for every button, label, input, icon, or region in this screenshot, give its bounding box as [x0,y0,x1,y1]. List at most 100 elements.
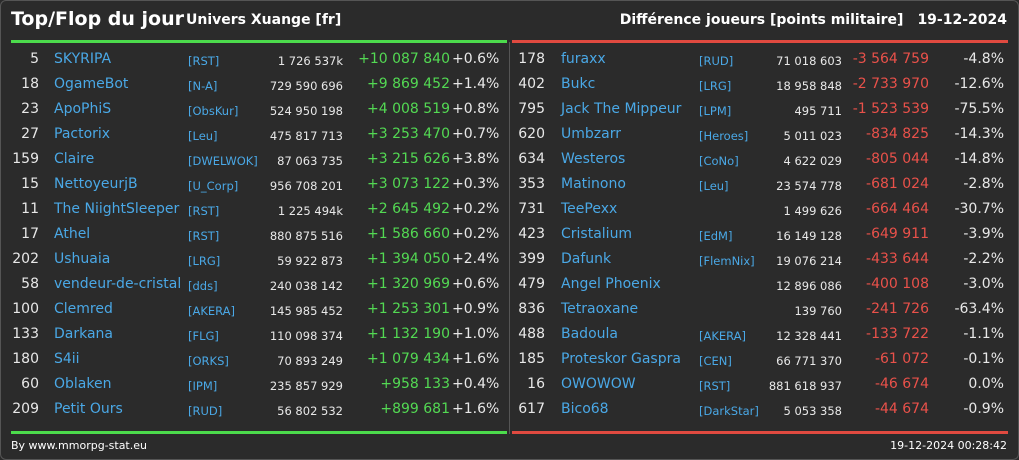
alliance-tag-link[interactable]: [CEN] [699,354,732,368]
points-difference: +4 008 519 [367,101,450,117]
player-name-link[interactable]: Bico68 [561,401,609,417]
alliance-tag-link[interactable]: [Leu] [188,129,218,143]
points-difference: +899 681 [380,401,450,417]
alliance-tag-link[interactable]: [EdM] [699,229,733,243]
player-rank: 27 [21,126,39,142]
alliance-tag-link[interactable]: [RUD] [699,54,734,68]
flop-row: 617 Bico68 [DarkStar] 5 053 358 -44 674 -0.9% [511,398,1019,423]
points-difference: -834 825 [866,126,929,142]
player-name-link[interactable]: Pactorix [54,126,111,142]
percent-change: +1.0% [452,326,500,342]
alliance-tag-link[interactable]: [RST] [188,229,220,243]
points-difference: +1 586 660 [367,226,450,242]
alliance-tag-link[interactable]: [DWELWOK] [188,154,258,168]
player-rank: 180 [12,351,39,367]
player-name-link[interactable]: OgameBot [54,76,129,92]
player-name-link[interactable]: vendeur-de-cristal [54,276,182,292]
player-name-link[interactable]: Westeros [561,151,626,167]
alliance-tag-link[interactable]: [RST] [188,54,220,68]
footer-timestamp: 19-12-2024 00:28:42 [890,439,1007,452]
percent-change: +0.3% [452,176,500,192]
flop-players-list: 178 furaxx [RUD] 71 018 603 -3 564 759 -4.8% 4… [511,48,1019,423]
percent-change: -3.9% [963,226,1004,242]
percent-change: +0.9% [452,301,500,317]
player-rank: 11 [21,201,39,217]
player-name-link[interactable]: Petit Ours [54,401,123,417]
player-name-link[interactable]: TeePexx [561,201,618,217]
top-row: 180 S4ii [ORKS] 70 893 249 +1 079 434 +1.6% [0,348,508,373]
alliance-tag-link[interactable]: [U_Corp] [188,179,239,193]
player-name-link[interactable]: Jack The Mippeur [561,101,682,117]
player-name-link[interactable]: Umbzarr [561,126,621,142]
alliance-tag-link[interactable]: [AKERA] [699,329,747,343]
player-name-link[interactable]: Bukc [561,76,596,92]
player-name-link[interactable]: Proteskor Gaspra [561,351,681,367]
player-name-link[interactable]: Dafunk [561,251,612,267]
percent-change: -12.6% [954,76,1004,92]
alliance-tag-link[interactable]: [Heroes] [699,129,749,143]
player-points: 56 802 532 [277,404,343,418]
player-name-link[interactable]: Oblaken [54,376,112,392]
player-points: 1 225 494k [277,204,343,218]
player-name-link[interactable]: ApoPhiS [54,101,112,117]
top-row: 159 Claire [DWELWOK] 87 063 735 +3 215 626 +3… [0,148,508,173]
player-name-link[interactable]: S4ii [54,351,80,367]
top-row: 202 Ushuaia [LRG] 59 922 873 +1 394 050 +2.4% [0,248,508,273]
player-rank: 185 [518,351,545,367]
alliance-tag-link[interactable]: [CoNo] [699,154,739,168]
player-name-link[interactable]: OWOWOW [561,376,636,392]
player-name-link[interactable]: Matinono [561,176,626,192]
player-name-link[interactable]: Clemred [54,301,113,317]
alliance-tag-link[interactable]: [Leu] [699,179,729,193]
flop-row: 620 Umbzarr [Heroes] 5 011 023 -834 825 -14.3… [511,123,1019,148]
alliance-tag-link[interactable]: [AKERA] [188,304,236,318]
top-row: 5 SKYRIPA [RST] 1 726 537k +10 087 840 +0.6% [0,48,508,73]
top-row: 11 The NiightSleeper [RST] 1 225 494k +2 645… [0,198,508,223]
flop-row: 399 Dafunk [FlemNix] 19 076 214 -433 644 -2.2… [511,248,1019,273]
player-points: 110 098 374 [269,329,343,343]
player-name-link[interactable]: Angel Phoenix [561,276,661,292]
alliance-tag-link[interactable]: [LPM] [699,104,732,118]
player-points: 5 053 358 [783,404,842,418]
points-difference: +10 087 840 [358,51,450,67]
alliance-tag-link[interactable]: [RUD] [188,404,223,418]
top-row: 18 OgameBot [N-A] 729 590 696 +9 869 452 +1.4… [0,73,508,98]
player-name-link[interactable]: Ushuaia [54,251,111,267]
alliance-tag-link[interactable]: [RST] [188,204,220,218]
alliance-tag-link[interactable]: [dds] [188,279,218,293]
alliance-tag-link[interactable]: [FLG] [188,329,219,343]
flop-row: 634 Westeros [CoNo] 4 622 029 -805 044 -14.8% [511,148,1019,173]
player-points: 495 711 [794,104,842,118]
player-points: 87 063 735 [277,154,343,168]
top-row: 23 ApoPhiS [ObsKur] 524 950 198 +4 008 519 +0… [0,98,508,123]
alliance-tag-link[interactable]: [LRG] [699,79,732,93]
alliance-tag-link[interactable]: [RST] [699,379,731,393]
percent-change: +2.4% [452,251,500,267]
alliance-tag-link[interactable]: [LRG] [188,254,221,268]
points-difference: -400 108 [866,276,929,292]
player-name-link[interactable]: Claire [54,151,95,167]
alliance-tag-link[interactable]: [ObsKur] [188,104,239,118]
player-name-link[interactable]: The NiightSleeper [54,201,180,217]
percent-change: -1.1% [963,326,1004,342]
flop-row: 185 Proteskor Gaspra [CEN] 66 771 370 -61 07… [511,348,1019,373]
player-name-link[interactable]: Athel [54,226,91,242]
player-rank: 60 [21,376,39,392]
alliance-tag-link[interactable]: [FlemNix] [699,254,755,268]
alliance-tag-link[interactable]: [DarkStar] [699,404,759,418]
alliance-tag-link[interactable]: [N-A] [188,79,218,93]
player-name-link[interactable]: furaxx [561,51,606,67]
alliance-tag-link[interactable]: [ORKS] [188,354,229,368]
player-name-link[interactable]: Badoula [561,326,618,342]
flop-row: 795 Jack The Mippeur [LPM] 495 711 -1 523 53… [511,98,1019,123]
percent-change: +0.6% [452,276,500,292]
player-name-link[interactable]: Tetraoxane [561,301,639,317]
player-name-link[interactable]: NettoyeurjB [54,176,138,192]
footer-credit-link[interactable]: By www.mmorpg-stat.eu [11,439,147,452]
player-name-link[interactable]: Cristalium [561,226,633,242]
alliance-tag-link[interactable]: [IPM] [188,379,218,393]
player-rank: 795 [518,101,545,117]
player-name-link[interactable]: SKYRIPA [54,51,112,67]
player-name-link[interactable]: Darkana [54,326,114,342]
player-points: 240 038 142 [269,279,343,293]
